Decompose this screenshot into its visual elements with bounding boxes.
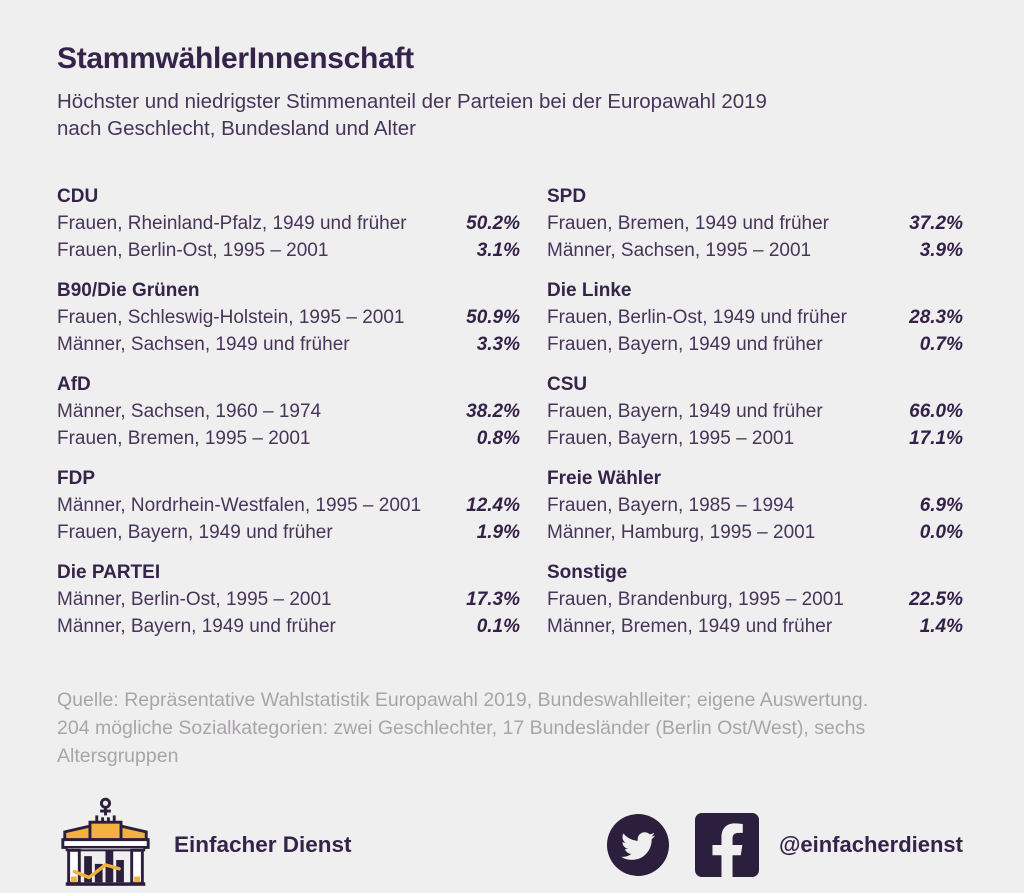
party-block-cdu: CDU Frauen, Rheinland-Pfalz, 1949 und fr… bbox=[57, 184, 520, 264]
party-block-fdp: FDP Männer, Nordrhein-Westfalen, 1995 – … bbox=[57, 466, 520, 546]
share-value: 0.1% bbox=[476, 616, 520, 637]
party-low-row: Männer, Hamburg, 1995 – 2001 0.0% bbox=[547, 519, 963, 546]
party-name: Sonstige bbox=[547, 562, 628, 583]
party-high-row: Frauen, Bremen, 1949 und früher 37.2% bbox=[547, 210, 963, 237]
share-value: 17.1% bbox=[909, 428, 963, 449]
party-low-row: Frauen, Bayern, 1995 – 2001 17.1% bbox=[547, 425, 963, 452]
party-high-row: Frauen, Brandenburg, 1995 – 2001 22.5% bbox=[547, 586, 963, 613]
facebook-icon[interactable] bbox=[694, 812, 759, 877]
party-block-die-partei: Die PARTEI Männer, Berlin-Ost, 1995 – 20… bbox=[57, 560, 520, 640]
party-low-row: Frauen, Bayern, 1949 und früher 1.9% bbox=[57, 519, 520, 546]
twitter-icon[interactable] bbox=[606, 813, 669, 876]
subtitle-line-1: Höchster und niedrigster Stimmenanteil d… bbox=[57, 90, 767, 113]
party-block-freie-waehler: Freie Wähler Frauen, Bayern, 1985 – 1994… bbox=[547, 466, 963, 546]
share-value: 3.9% bbox=[919, 240, 963, 261]
party-name: CSU bbox=[547, 374, 588, 395]
category-label: Frauen, Schleswig-Holstein, 1995 – 2001 bbox=[57, 307, 405, 328]
share-value: 1.9% bbox=[476, 522, 520, 543]
party-low-row: Frauen, Bayern, 1949 und früher 0.7% bbox=[547, 331, 963, 358]
party-block-spd: SPD Frauen, Bremen, 1949 und früher 37.2… bbox=[547, 184, 963, 264]
party-low-row: Männer, Bayern, 1949 und früher 0.1% bbox=[57, 613, 520, 640]
category-label: Frauen, Brandenburg, 1995 – 2001 bbox=[547, 589, 844, 610]
party-high-row: Männer, Berlin-Ost, 1995 – 2001 17.3% bbox=[57, 586, 520, 613]
party-high-row: Frauen, Bayern, 1949 und früher 66.0% bbox=[547, 398, 963, 425]
category-label: Männer, Bremen, 1949 und früher bbox=[547, 616, 833, 637]
brandenburg-gate-icon bbox=[61, 797, 150, 886]
party-block-sonstige: Sonstige Frauen, Brandenburg, 1995 – 200… bbox=[547, 560, 963, 640]
party-high-row: Frauen, Bayern, 1985 – 1994 6.9% bbox=[547, 492, 963, 519]
page-title: StammwählerInnenschaft bbox=[57, 42, 414, 75]
category-label: Männer, Sachsen, 1995 – 2001 bbox=[547, 240, 812, 261]
brand-left: Einfacher Dienst bbox=[57, 796, 352, 893]
category-label: Frauen, Bayern, 1985 – 1994 bbox=[547, 495, 795, 516]
source-note: Quelle: Repräsentative Wahlstatistik Eur… bbox=[57, 686, 963, 770]
party-name: Die Linke bbox=[547, 280, 632, 301]
category-label: Frauen, Bayern, 1949 und früher bbox=[57, 522, 333, 543]
category-label: Frauen, Berlin-Ost, 1995 – 2001 bbox=[57, 240, 329, 261]
party-low-row: Männer, Sachsen, 1995 – 2001 3.9% bbox=[547, 237, 963, 264]
category-label: Frauen, Bayern, 1949 und früher bbox=[547, 401, 823, 422]
share-value: 0.7% bbox=[919, 334, 963, 355]
party-grid: CDU Frauen, Rheinland-Pfalz, 1949 und fr… bbox=[57, 184, 963, 640]
page-subtitle: Höchster und niedrigster Stimmenanteil d… bbox=[57, 88, 963, 142]
category-label: Frauen, Bremen, 1949 und früher bbox=[547, 213, 830, 234]
party-name: B90/Die Grünen bbox=[57, 280, 200, 301]
share-value: 50.9% bbox=[466, 307, 520, 328]
share-value: 66.0% bbox=[909, 401, 963, 422]
category-label: Männer, Berlin-Ost, 1995 – 2001 bbox=[57, 589, 332, 610]
share-value: 17.3% bbox=[466, 589, 520, 610]
party-name: Die PARTEI bbox=[57, 562, 161, 583]
share-value: 12.4% bbox=[466, 495, 520, 516]
party-name: FDP bbox=[57, 468, 95, 489]
party-low-row: Männer, Sachsen, 1949 und früher 3.3% bbox=[57, 331, 520, 358]
social-handle: @einfacherdienst bbox=[778, 831, 963, 857]
share-value: 22.5% bbox=[909, 589, 963, 610]
party-name: CDU bbox=[57, 186, 99, 207]
share-value: 3.1% bbox=[476, 240, 520, 261]
share-value: 28.3% bbox=[909, 307, 963, 328]
party-high-row: Frauen, Rheinland-Pfalz, 1949 und früher… bbox=[57, 210, 520, 237]
party-high-row: Männer, Nordrhein-Westfalen, 1995 – 2001… bbox=[57, 492, 520, 519]
category-label: Männer, Sachsen, 1960 – 1974 bbox=[57, 401, 322, 422]
share-value: 1.4% bbox=[919, 616, 963, 637]
category-label: Frauen, Rheinland-Pfalz, 1949 und früher bbox=[57, 213, 407, 234]
share-value: 3.3% bbox=[476, 334, 520, 355]
category-label: Männer, Nordrhein-Westfalen, 1995 – 2001 bbox=[57, 495, 422, 516]
party-high-row: Frauen, Schleswig-Holstein, 1995 – 2001 … bbox=[57, 304, 520, 331]
share-value: 0.8% bbox=[476, 428, 520, 449]
subtitle-line-2: nach Geschlecht, Bundesland und Alter bbox=[57, 117, 416, 140]
party-block-gruene: B90/Die Grünen Frauen, Schleswig-Holstei… bbox=[57, 278, 520, 358]
party-block-linke: Die Linke Frauen, Berlin-Ost, 1949 und f… bbox=[547, 278, 963, 358]
category-label: Frauen, Bayern, 1949 und früher bbox=[547, 334, 823, 355]
party-block-csu: CSU Frauen, Bayern, 1949 und früher 66.0… bbox=[547, 372, 963, 452]
category-label: Männer, Bayern, 1949 und früher bbox=[57, 616, 336, 637]
party-name: Freie Wähler bbox=[547, 468, 662, 489]
party-name: AfD bbox=[57, 374, 91, 395]
party-high-row: Männer, Sachsen, 1960 – 1974 38.2% bbox=[57, 398, 520, 425]
party-low-row: Männer, Bremen, 1949 und früher 1.4% bbox=[547, 613, 963, 640]
source-line-2: 204 mögliche Sozialkategorien: zwei Gesc… bbox=[57, 717, 866, 767]
share-value: 37.2% bbox=[909, 213, 963, 234]
brand-name: Einfacher Dienst bbox=[174, 831, 352, 857]
source-line-1: Quelle: Repräsentative Wahlstatistik Eur… bbox=[57, 689, 869, 711]
party-low-row: Frauen, Berlin-Ost, 1995 – 2001 3.1% bbox=[57, 237, 520, 264]
share-value: 50.2% bbox=[466, 213, 520, 234]
party-low-row: Frauen, Bremen, 1995 – 2001 0.8% bbox=[57, 425, 520, 452]
category-label: Männer, Hamburg, 1995 – 2001 bbox=[547, 522, 816, 543]
brand-row: Einfacher Dienst @einfacherdienst bbox=[57, 796, 963, 893]
party-block-afd: AfD Männer, Sachsen, 1960 – 1974 38.2% F… bbox=[57, 372, 520, 452]
share-value: 0.0% bbox=[919, 522, 963, 543]
brand-right: @einfacherdienst bbox=[606, 812, 963, 877]
category-label: Männer, Sachsen, 1949 und früher bbox=[57, 334, 350, 355]
category-label: Frauen, Berlin-Ost, 1949 und früher bbox=[547, 307, 847, 328]
share-value: 6.9% bbox=[919, 495, 963, 516]
party-high-row: Frauen, Berlin-Ost, 1949 und früher 28.3… bbox=[547, 304, 963, 331]
category-label: Frauen, Bayern, 1995 – 2001 bbox=[547, 428, 795, 449]
party-name: SPD bbox=[547, 186, 587, 207]
category-label: Frauen, Bremen, 1995 – 2001 bbox=[57, 428, 311, 449]
share-value: 38.2% bbox=[466, 401, 520, 422]
